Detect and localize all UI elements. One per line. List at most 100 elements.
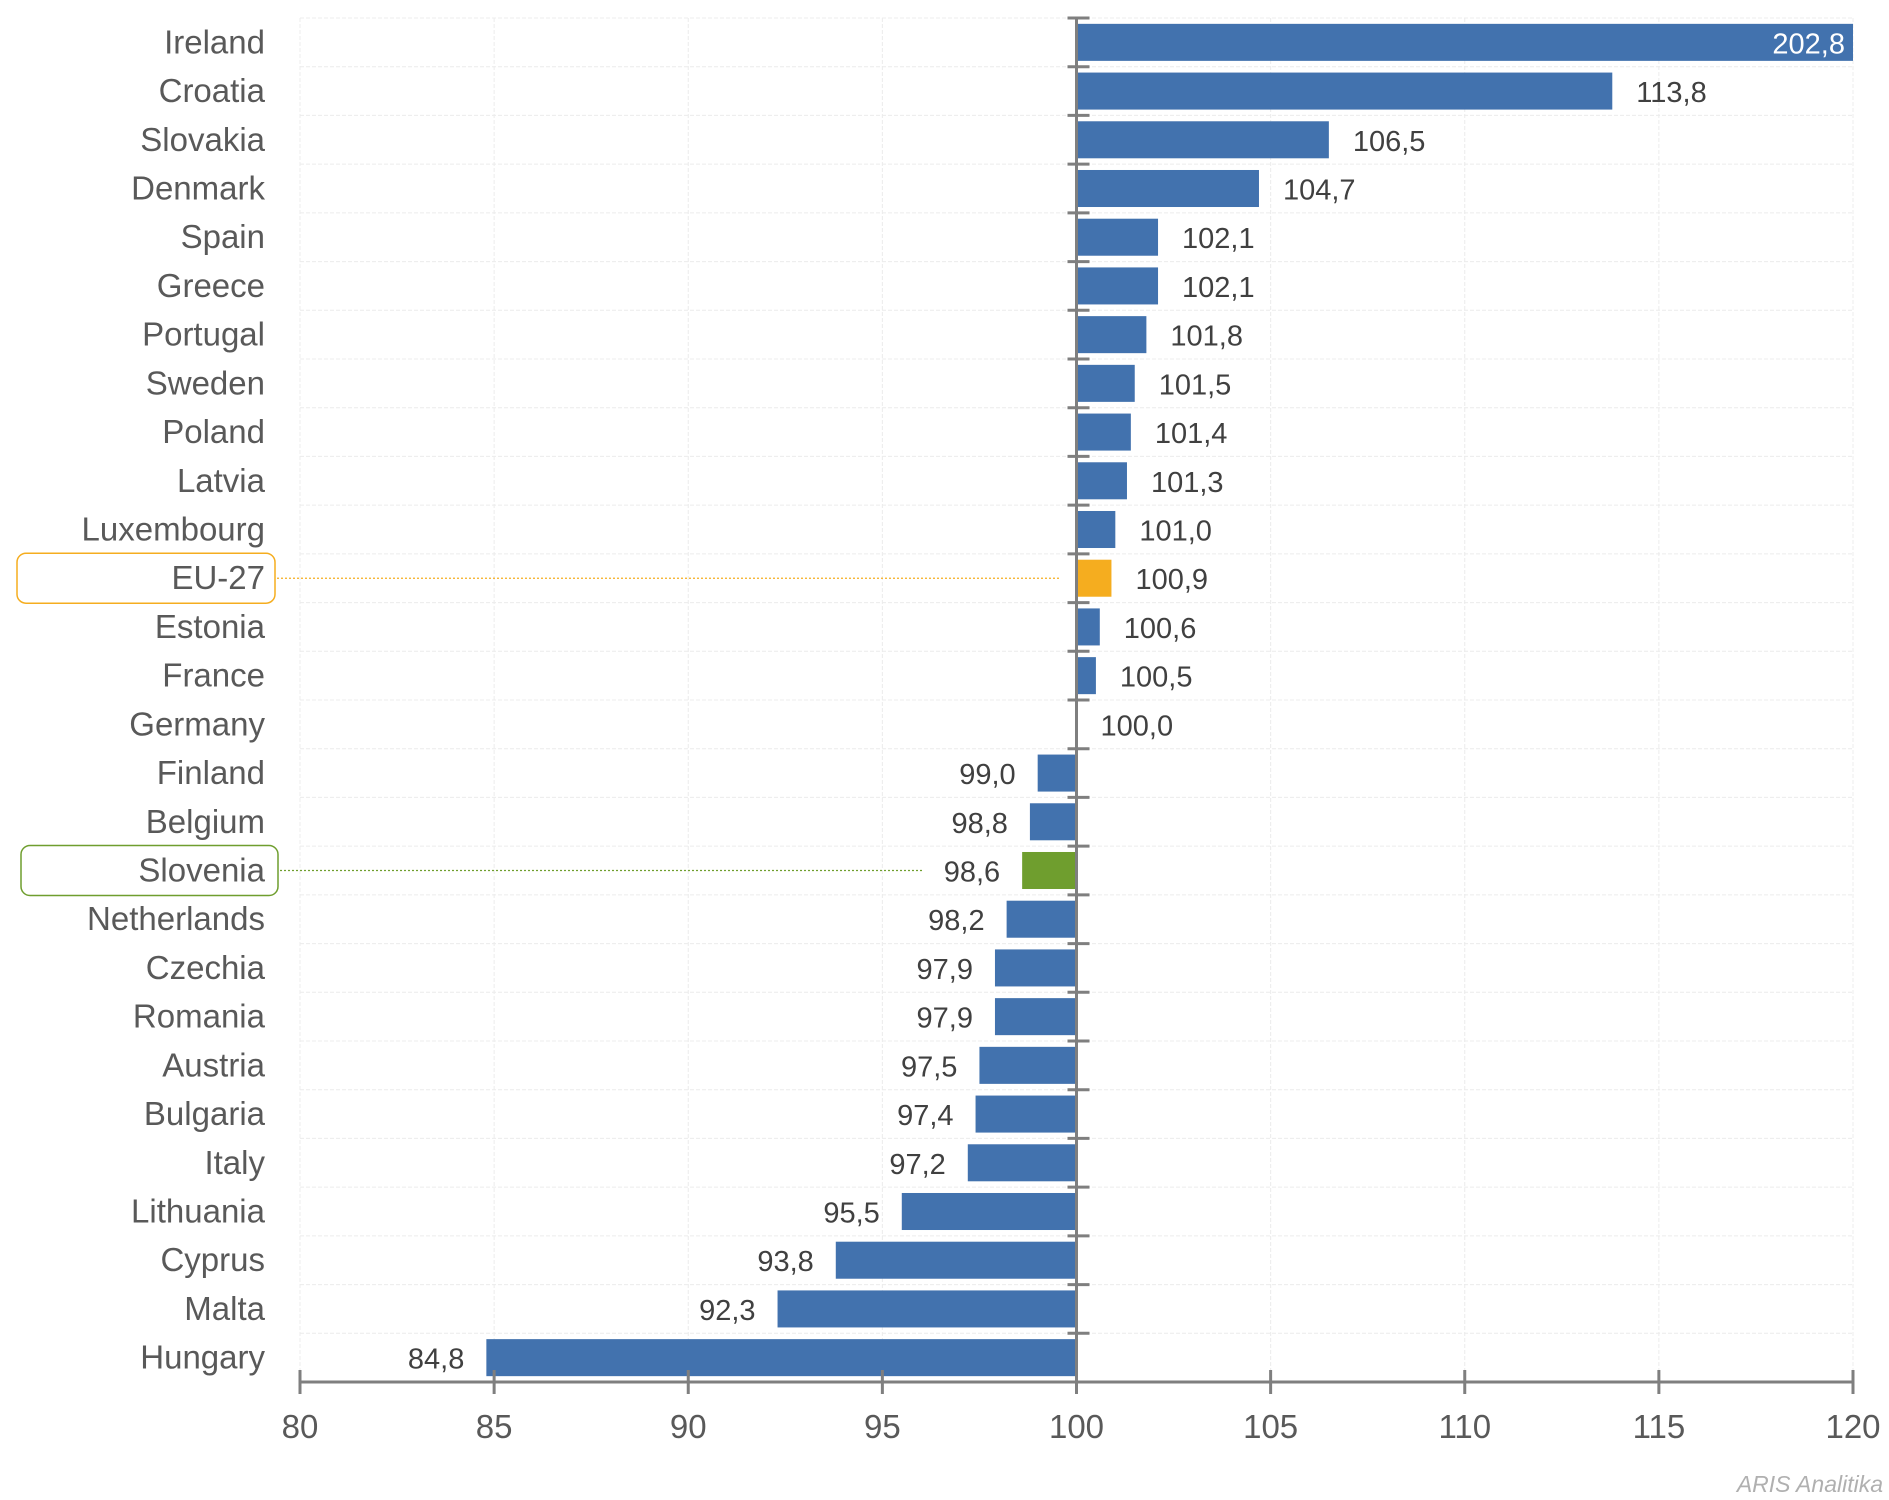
bar-greece — [1076, 267, 1159, 305]
bar-slovenia — [1022, 851, 1077, 890]
value-label: 98,6 — [944, 857, 1000, 889]
category-label: Slovenia — [138, 852, 265, 889]
category-label: Estonia — [155, 608, 266, 645]
category-label: Finland — [157, 754, 265, 791]
bar-bulgaria — [975, 1095, 1077, 1133]
bar-portugal — [1076, 316, 1147, 354]
highlight-boxes — [16, 552, 1061, 897]
category-label: Belgium — [146, 803, 265, 840]
category-label: Luxembourg — [82, 511, 265, 548]
value-label: 101,5 — [1159, 369, 1232, 401]
x-tick-label: 105 — [1243, 1408, 1298, 1445]
bar-estonia — [1076, 608, 1100, 646]
x-tick-label: 80 — [282, 1408, 319, 1445]
value-label: 97,2 — [889, 1149, 945, 1181]
value-label: 84,8 — [408, 1344, 464, 1376]
value-label: 98,2 — [928, 905, 984, 937]
source-watermark: ARIS Analitika — [1735, 1471, 1883, 1497]
value-label: 100,5 — [1120, 662, 1193, 694]
highlight-box-slovenia — [20, 844, 279, 897]
category-label: Poland — [162, 413, 265, 450]
value-labels: 202,8 113,8 106,5 104,7 102,1 102,1 101,8 101,5… — [408, 28, 1845, 1375]
value-label: 95,5 — [823, 1198, 879, 1230]
value-label: 104,7 — [1283, 175, 1356, 207]
category-label: Ireland — [164, 23, 265, 60]
category-label: Portugal — [142, 316, 265, 353]
x-tick-label: 120 — [1825, 1408, 1880, 1445]
category-label: Lithuania — [131, 1193, 266, 1230]
x-tick-label: 90 — [670, 1408, 707, 1445]
bar-finland — [1037, 754, 1077, 792]
value-label: 101,4 — [1155, 418, 1228, 450]
bar-romania — [994, 998, 1077, 1036]
value-label: 93,8 — [757, 1246, 813, 1278]
category-label: Denmark — [131, 170, 265, 207]
category-label: Czechia — [146, 949, 266, 986]
bar-italy — [967, 1144, 1077, 1182]
category-label: Romania — [133, 998, 266, 1035]
bar-poland — [1076, 413, 1131, 451]
value-label: 102,1 — [1182, 223, 1255, 255]
bar-czechia — [994, 949, 1077, 987]
bar-lithuania — [901, 1192, 1077, 1231]
value-label: 99,0 — [959, 759, 1015, 791]
bar-belgium — [1029, 803, 1077, 841]
value-label: 101,3 — [1151, 467, 1224, 499]
value-label: 106,5 — [1353, 126, 1426, 158]
bar-latvia — [1076, 462, 1127, 500]
bar-ireland — [1076, 23, 1853, 61]
x-tick-label: 100 — [1049, 1408, 1104, 1445]
category-label: Bulgaria — [144, 1095, 266, 1132]
value-label: 97,5 — [901, 1051, 957, 1083]
bar-luxembourg — [1076, 510, 1116, 549]
value-label: 101,0 — [1139, 516, 1212, 548]
value-label: 100,0 — [1101, 710, 1174, 742]
category-label: Croatia — [159, 72, 266, 109]
category-label: France — [162, 657, 265, 694]
bar-eu-27 — [1076, 559, 1112, 597]
value-label: 113,8 — [1636, 77, 1706, 109]
category-label: Sweden — [146, 364, 265, 401]
value-label: 98,8 — [951, 808, 1007, 840]
value-label: 101,8 — [1170, 321, 1243, 353]
category-label: EU-27 — [171, 559, 265, 596]
category-label: Greece — [157, 267, 265, 304]
bars — [486, 23, 1853, 1377]
category-label: Cyprus — [160, 1241, 265, 1278]
bar-denmark — [1076, 169, 1259, 208]
value-label: 97,9 — [917, 954, 973, 986]
category-label: Germany — [129, 705, 265, 742]
bar-netherlands — [1006, 900, 1077, 938]
category-label: Hungary — [140, 1339, 265, 1376]
value-label: 202,8 — [1772, 28, 1845, 60]
value-label: 92,3 — [699, 1295, 755, 1327]
bar-austria — [979, 1046, 1077, 1084]
category-label: Slovakia — [140, 121, 265, 158]
value-label: 97,9 — [917, 1003, 973, 1035]
x-tick-label: 95 — [864, 1408, 901, 1445]
value-label: 100,9 — [1135, 564, 1208, 596]
bar-hungary — [486, 1339, 1077, 1377]
category-label: Italy — [204, 1144, 265, 1181]
value-label: 100,6 — [1124, 613, 1197, 645]
value-label: 102,1 — [1182, 272, 1255, 304]
x-tick-label: 115 — [1633, 1408, 1686, 1445]
category-labels: Ireland Croatia Slovakia Denmark Spain Greece… — [82, 23, 266, 1375]
category-label: Malta — [184, 1290, 265, 1327]
x-tick-labels: 80 85 90 95 100 105 110 115 120 — [282, 1408, 1881, 1445]
bar-croatia — [1076, 72, 1613, 110]
bar-slovakia — [1076, 121, 1329, 159]
bar-france — [1076, 657, 1096, 695]
category-label: Spain — [181, 218, 265, 255]
axes — [298, 16, 1855, 1394]
bar-malta — [777, 1290, 1077, 1328]
category-label: Latvia — [177, 462, 266, 499]
x-tick-label: 110 — [1438, 1408, 1491, 1445]
x-tick-label: 85 — [476, 1408, 513, 1445]
highlight-box-eu-27 — [16, 552, 276, 604]
value-label: 97,4 — [897, 1100, 953, 1132]
bar-spain — [1076, 218, 1159, 256]
bar-sweden — [1076, 364, 1135, 402]
category-label: Netherlands — [87, 900, 265, 937]
